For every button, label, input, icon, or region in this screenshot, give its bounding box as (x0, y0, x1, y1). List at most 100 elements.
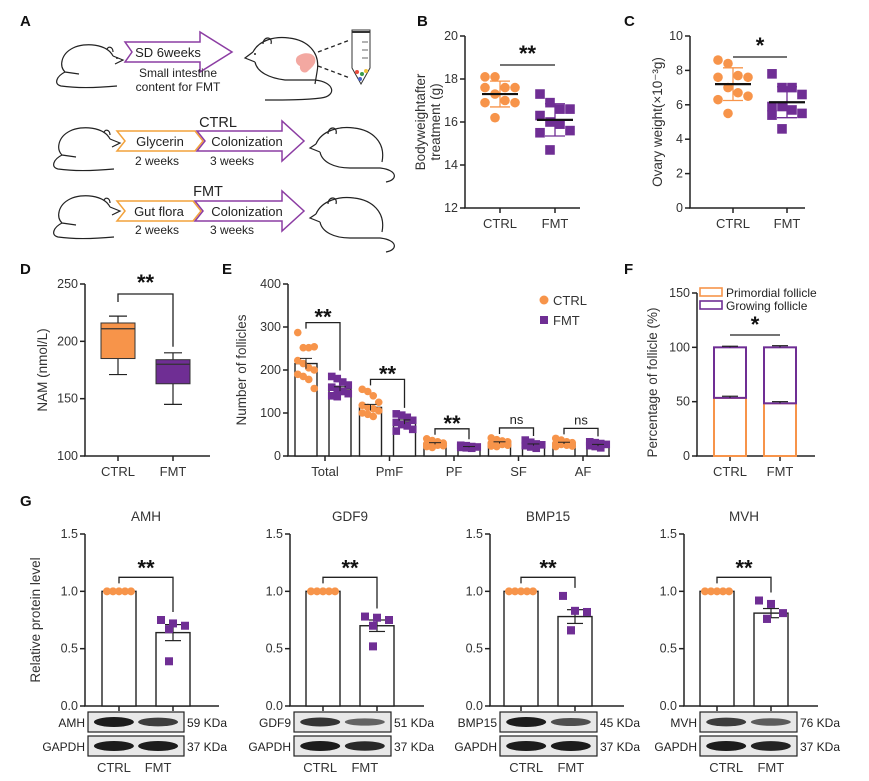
data-point-square (767, 110, 777, 120)
blot-lane-label: FMT (351, 760, 378, 775)
y-tick-label: 200 (260, 363, 281, 377)
y-axis-label: Ovary weight(×10⁻³g) (650, 57, 665, 187)
data-point-square (567, 626, 575, 635)
blot-band (93, 741, 134, 751)
y-tick-label: 1.0 (266, 584, 283, 598)
panel-a-schematic: A SD 6weeks Small intestine content for … (20, 13, 395, 253)
y-tick-label: 6 (676, 98, 683, 112)
blot-strip-loading (87, 735, 185, 757)
data-point-square (165, 657, 173, 666)
data-point-square (333, 385, 342, 394)
y-tick-label: 50 (676, 395, 690, 409)
blot-strip-target (699, 711, 798, 733)
significance-marker: ** (443, 411, 461, 436)
data-point-square (787, 105, 797, 115)
data-point-circle (121, 587, 129, 596)
arrow-colonization-ctrl: Colonization 3 weeks (195, 119, 306, 168)
data-point-square (767, 101, 777, 112)
data-point-circle (374, 407, 383, 415)
panel-g-amh-chart: G AMH 0.0 0.5 1.0 1.5 ** Relative protein level… (20, 493, 227, 775)
blot-kda-loading: 37 KDa (187, 740, 227, 754)
box-fmt (155, 359, 191, 385)
data-point-square (526, 438, 535, 447)
data-point-circle (307, 587, 315, 596)
stage-glycerin: Glycerin (136, 134, 184, 149)
data-point-square (585, 441, 594, 450)
blot-strip-target (293, 711, 392, 733)
blot-kda-target: 51 KDa (394, 716, 434, 730)
bar-fmt (155, 631, 191, 707)
data-point-square (797, 108, 807, 119)
data-point-square (392, 410, 401, 418)
y-tick-label: 200 (57, 334, 78, 348)
data-point-circle (299, 343, 308, 352)
blot-lane-label: CTRL (509, 760, 543, 775)
y-tick-label: 150 (57, 392, 78, 406)
data-point-square (327, 383, 336, 391)
y-tick-label: 400 (260, 277, 281, 291)
panel-g-gdf9-chart: GDF9 0.0 0.5 1.0 1.5 ** GDF9 51 KDa GAPDH 37 KDa C… (248, 509, 434, 775)
blot-lane-label: CTRL (303, 760, 337, 775)
data-point-square (473, 443, 482, 451)
y-axis-label: treatment (g) (428, 83, 443, 160)
blot-strip-target (499, 711, 598, 733)
data-point-circle (539, 295, 549, 305)
data-point-circle (713, 72, 723, 83)
data-point-square (165, 625, 173, 634)
data-point-circle (510, 82, 520, 93)
data-point-circle (743, 91, 753, 101)
data-point-circle (363, 387, 372, 396)
significance-bracket (305, 321, 341, 371)
data-point-square (797, 89, 807, 100)
data-point-square (596, 439, 605, 448)
panel-g-bmp15-chart: BMP15 0.0 0.5 1.0 1.5 ** BMP15 45 KDa GAPDH 37 KD… (454, 509, 640, 775)
stage-colonization-duration: 3 weeks (210, 154, 254, 168)
blot-band (138, 717, 179, 727)
data-point-square (545, 145, 555, 155)
bar-ctrl (699, 590, 735, 707)
y-tick-label: 0.0 (266, 699, 283, 713)
y-axis-label: Number of follicles (234, 314, 249, 425)
data-point-circle (505, 587, 513, 596)
y-tick-label: 150 (669, 286, 690, 300)
y-axis-label: Percentage of follicle (%) (645, 307, 660, 457)
data-point-square (777, 82, 787, 93)
significance-bracket (369, 378, 406, 408)
panel-letter: C (624, 13, 635, 30)
data-point-square (535, 110, 545, 121)
data-point-square (392, 418, 401, 427)
significance-bracket (118, 576, 174, 612)
data-point-circle (369, 412, 378, 421)
blot-band (344, 741, 385, 751)
panel-letter-a: A (20, 13, 31, 30)
data-point-square (181, 621, 189, 630)
blot-lane-label: FMT (757, 760, 784, 775)
blot-kda-target: 59 KDa (187, 716, 227, 730)
significance-bracket (563, 427, 599, 437)
arrow-colonization-fmt: Colonization 3 weeks (193, 189, 306, 237)
significance-marker: ** (314, 305, 332, 330)
data-point-circle (325, 587, 333, 596)
data-point-circle (310, 366, 319, 374)
mouse-icon (308, 196, 395, 253)
data-point-circle (713, 587, 721, 596)
panel-letter: E (222, 261, 232, 278)
y-tick-label: 1.5 (61, 527, 78, 541)
blot-lane-label: CTRL (97, 760, 131, 775)
data-point-square (408, 416, 417, 425)
ctrl-group-title: CTRL (199, 115, 237, 131)
data-point-square (333, 392, 342, 401)
data-point-square (338, 387, 347, 396)
data-point-square (385, 616, 393, 624)
panel-letter: F (624, 261, 633, 278)
western-blot: MVH 76 KDa GAPDH 37 KDa CTRL FMT (654, 711, 840, 775)
y-tick-label: 100 (260, 406, 281, 420)
data-point-circle (428, 443, 437, 452)
data-point-square (467, 444, 476, 453)
blot-band (706, 717, 747, 727)
y-tick-label: 0.0 (466, 699, 483, 713)
y-tick-label: 300 (260, 320, 281, 334)
data-point-circle (723, 58, 733, 69)
y-tick-label: 2 (676, 167, 683, 181)
